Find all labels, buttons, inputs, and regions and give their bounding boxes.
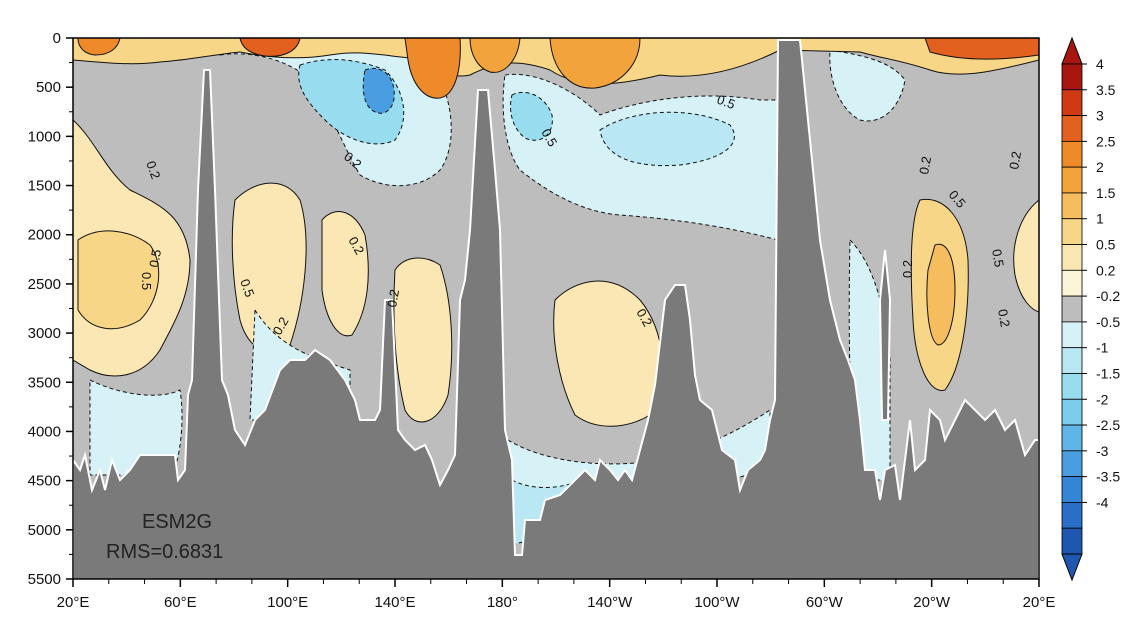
colorbar-label: -3	[1096, 443, 1109, 459]
y-tick-label: 3000	[28, 325, 61, 342]
section-field	[73, 38, 1039, 579]
colorbar-swatch	[1061, 476, 1083, 503]
x-tick-label: 140°W	[587, 594, 633, 611]
contour-label: 0.2	[916, 155, 934, 175]
x-tick-label: 20°W	[913, 594, 951, 611]
colorbar-swatch	[1061, 89, 1083, 116]
x-tick-label: 180°	[487, 594, 518, 611]
surface-hot-patch-2	[239, 38, 301, 57]
y-tick-label: 2000	[28, 227, 61, 244]
x-tick-label: 60°E	[164, 594, 197, 611]
colorbar-label: 3	[1096, 108, 1104, 124]
colorbar-swatch	[1061, 269, 1083, 297]
colorbar-swatch	[1061, 166, 1083, 194]
colorbar-label: -4	[1096, 494, 1109, 510]
cool-core-pacific-west	[510, 91, 553, 141]
colorbar-swatch	[1061, 450, 1083, 478]
contour-label: 0.5	[989, 248, 1007, 268]
land-ridge-mid-atlantic	[878, 249, 892, 421]
y-tick-label: 2500	[28, 276, 61, 293]
colorbar-label: -1	[1096, 340, 1109, 356]
colorbar-swatch	[1061, 140, 1083, 168]
colorbar-label: 0.2	[1096, 262, 1116, 278]
colorbar-swatch	[1061, 527, 1083, 555]
colorbar-label: -3.5	[1096, 469, 1120, 485]
x-tick-label: 140°E	[374, 594, 415, 611]
warm-core-south-atlantic	[926, 243, 956, 346]
y-tick-label: 4000	[28, 423, 61, 440]
surface-hot-patch-3	[404, 38, 461, 99]
colorbar-swatch	[1061, 398, 1083, 426]
surface-hot-patch-5	[549, 38, 641, 89]
colorbar-label: 2.5	[1096, 133, 1116, 149]
y-tick-label: 5500	[28, 571, 61, 588]
contour-label: 0.2	[143, 159, 163, 181]
contour-label: 0.5	[146, 248, 164, 268]
y-tick-label: 1000	[28, 128, 61, 145]
colorbar-swatch	[1061, 63, 1083, 91]
colorbar-label: 3.5	[1096, 82, 1116, 98]
colorbar-label: -1.5	[1096, 365, 1120, 381]
cool-core-indian-deep	[362, 67, 395, 114]
y-tick-label: 5000	[28, 522, 61, 539]
colorbar-swatch	[1061, 347, 1083, 374]
y-tick-label: 3500	[28, 374, 61, 391]
colorbar-label: 1.5	[1096, 185, 1116, 201]
surface-hot-patch-4	[469, 38, 521, 73]
contour-label: 0.2	[900, 260, 915, 278]
warm-region-pacific-mid	[393, 257, 453, 423]
y-tick-label: 500	[36, 79, 61, 96]
contour-label: 0.5	[237, 277, 257, 299]
surface-hot-patch-1	[77, 38, 121, 56]
colorbar-swatch	[1061, 192, 1083, 220]
contour-label: 0.2	[995, 308, 1013, 328]
colorbar-swatch	[1061, 502, 1083, 529]
x-axis: 20°E 60°E 100°E 140°E 180° 140°W 100°W 60°W 20°W…	[57, 579, 1056, 611]
colorbar-swatch	[1061, 373, 1083, 400]
colorbar-label: -0.5	[1096, 314, 1120, 330]
contour-label: 0.5	[139, 272, 154, 290]
contour-label: 0.2	[384, 288, 402, 308]
colorbar-label: -2	[1096, 391, 1109, 407]
colorbar-swatch	[1061, 295, 1083, 323]
colorbar-overflow-top	[1061, 36, 1083, 65]
colorbar-swatch	[1061, 424, 1083, 452]
colorbar-swatch	[1061, 115, 1083, 142]
x-tick-label: 60°W	[806, 594, 844, 611]
colorbar-label: 4	[1096, 56, 1104, 72]
warm-region-pacific-west	[321, 211, 369, 337]
contour-label: 0.2	[1006, 150, 1024, 170]
y-tick-label: 4500	[28, 473, 61, 490]
x-tick-label: 100°E	[267, 594, 308, 611]
colorbar-label: 2	[1096, 159, 1104, 175]
colorbar-label: -2.5	[1096, 417, 1120, 433]
colorbar-swatch	[1061, 218, 1083, 245]
colorbar-overflow-bottom	[1061, 553, 1083, 582]
x-tick-label: 20°E	[1023, 594, 1056, 611]
rms-label: RMS=0.6831	[106, 541, 223, 563]
x-tick-label: 100°W	[694, 594, 740, 611]
y-axis: 0 500 1000 1500 2000 2500 3000 3500 4000 4500 5000…	[28, 30, 73, 588]
cool-core-pacific-east	[599, 111, 735, 167]
colorbar-swatch	[1061, 321, 1083, 349]
colorbar-label: -0.2	[1096, 288, 1120, 304]
colorbar: 4 3.5 3 2.5 2 1.5 1 0.5 0.2 -0.2 -0.5 -1 -1.5 -2 -2.5 -…	[1061, 36, 1120, 582]
cool-region-north-atlantic	[829, 49, 906, 122]
colorbar-label: 0.5	[1096, 237, 1116, 253]
warm-region-indian-deep	[231, 182, 307, 353]
warm-region-east-atlantic	[1013, 199, 1039, 313]
model-name-label: ESM2G	[142, 511, 212, 533]
land-bathymetry	[73, 39, 1039, 579]
x-tick-label: 20°E	[57, 594, 90, 611]
warm-core-west-indian	[77, 230, 160, 330]
colorbar-label: 1	[1096, 211, 1104, 227]
colorbar-swatch	[1061, 244, 1083, 271]
y-tick-label: 1500	[28, 178, 61, 195]
y-tick-label: 0	[53, 30, 61, 47]
contour-label: 0.5	[715, 92, 737, 112]
